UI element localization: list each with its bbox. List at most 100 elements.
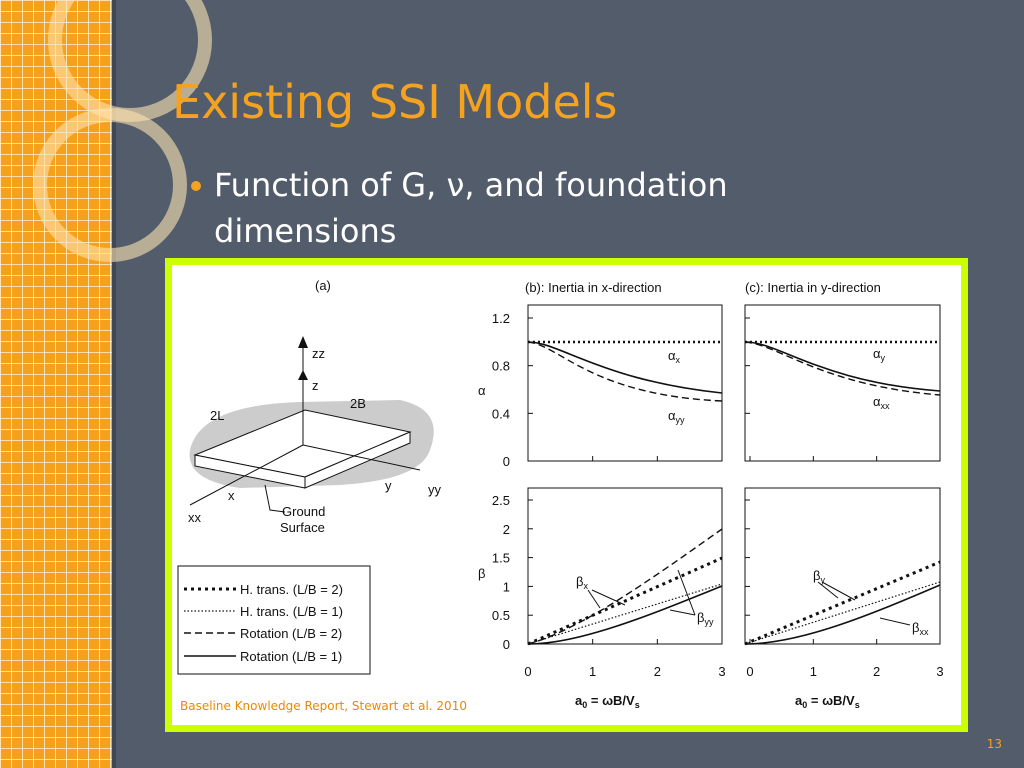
curve [744, 581, 941, 645]
legend-text: H. trans. (L/B = 1) [240, 604, 343, 619]
curve-label-symbol: α [668, 408, 676, 423]
x-tick-label: 2 [873, 664, 880, 679]
curve-label-sub: yy [676, 415, 686, 425]
x-label-part: = ωB/V [807, 693, 855, 708]
curve-label-sub: x [676, 355, 681, 365]
bullet: Function of G, ν, and foundation dimensi… [214, 166, 728, 250]
x-label-part: 0 [582, 700, 587, 710]
decor-strip [0, 0, 112, 768]
x-tick-label: 3 [936, 664, 943, 679]
curve-label-symbol: β [912, 620, 919, 635]
x-label-part: a [575, 693, 583, 708]
x-label-part: a [795, 693, 803, 708]
curve-label-symbol: β [813, 568, 820, 583]
plate-side [304, 431, 411, 489]
legend-text: Rotation (L/B = 2) [240, 626, 342, 641]
y-tick-label: 0 [503, 637, 510, 652]
bullet-dot [191, 181, 201, 191]
curve [527, 341, 723, 402]
slide-title: Existing SSI Models [172, 75, 618, 129]
curve-label-symbol: β [576, 574, 583, 589]
label: y [385, 478, 392, 493]
bullet-box: Function of G, ν, and foundation dimensi… [214, 166, 728, 250]
y-tick-label: 1.2 [492, 311, 510, 326]
legend-text: Rotation (L/B = 1) [240, 649, 342, 664]
arrow [298, 336, 308, 380]
curve-label-symbol: α [873, 394, 881, 409]
x-label-part: = ωB/V [587, 693, 635, 708]
leader [264, 484, 286, 513]
label: xx [188, 510, 202, 525]
figure-content: (a) zz z 2B 2L y yy x xx Ground Surface … [177, 278, 944, 710]
page-number: 13 [987, 737, 1002, 751]
panel-label: (a) [315, 278, 331, 293]
x-label-part: s [635, 700, 640, 710]
y-tick-label: 1 [503, 579, 510, 594]
plot-frame [744, 304, 941, 462]
axis-label: β [478, 566, 485, 581]
curve-label-sub: y [881, 353, 886, 363]
label: x [228, 488, 235, 503]
curve-label-symbol: α [873, 346, 881, 361]
y-tick-label: 1.5 [492, 551, 510, 566]
x-tick-label: 3 [718, 664, 725, 679]
curve [527, 585, 723, 645]
curve-label-sub: y [820, 575, 825, 585]
curve [744, 341, 941, 392]
y-tick-label: 0.8 [492, 359, 510, 374]
curve-label-symbol: α [668, 348, 676, 363]
curve-label: αx [668, 348, 681, 365]
curve-label: βy [813, 568, 825, 585]
label: z [312, 378, 319, 393]
leader [587, 569, 911, 626]
axis-label: α [478, 383, 486, 398]
x-tick-label: 1 [589, 664, 596, 679]
label: Ground [282, 504, 325, 519]
caption: Baseline Knowledge Report, Stewart et al… [180, 699, 467, 713]
label: Surface [280, 520, 325, 535]
x-axis-label: a0 = ωB/Vs [795, 693, 860, 710]
curve [527, 583, 723, 645]
label: zz [312, 346, 325, 361]
label: 2B [350, 396, 366, 411]
x-label-part: s [855, 700, 860, 710]
y-tick-label: 0.4 [492, 406, 510, 421]
curve-label-sub: x [583, 581, 588, 591]
label: 2L [210, 408, 224, 423]
y-tick-label: 0 [503, 454, 510, 469]
curve-label: βx [576, 574, 588, 591]
y-tick-label: 2.5 [492, 493, 510, 508]
legend-text: H. trans. (L/B = 2) [240, 582, 343, 597]
curve [744, 560, 941, 646]
curve-label: αyy [668, 408, 685, 425]
plot-frame [527, 487, 723, 645]
curve-label: αy [873, 346, 886, 363]
curve-label: αxx [873, 394, 890, 411]
curve [744, 341, 941, 396]
x-tick-label: 1 [810, 664, 817, 679]
decor-edge [112, 0, 116, 768]
x-axis-label: a0 = ωB/Vs [575, 693, 640, 710]
curve [527, 341, 723, 394]
x-tick-label: 0 [746, 664, 753, 679]
x-label-part: 0 [802, 700, 807, 710]
curve-label-sub: xx [919, 627, 929, 637]
x-tick-label: 0 [524, 664, 531, 679]
plot-frame [527, 304, 723, 462]
decor-circle [33, 108, 187, 262]
panel-title: (c): Inertia in y-direction [745, 280, 881, 295]
curve-label-sub: yy [704, 617, 714, 627]
curve-label: βxx [912, 620, 929, 637]
y-tick-label: 2 [503, 522, 510, 537]
x-tick-label: 2 [654, 664, 661, 679]
curve-label: βyy [697, 610, 714, 627]
y-tick-label: 0.5 [492, 608, 510, 623]
curve [527, 528, 723, 645]
curve-label-sub: xx [881, 401, 891, 411]
plot-frame [744, 487, 941, 645]
panel-title: (b): Inertia in x-direction [525, 280, 662, 295]
axes [189, 340, 421, 506]
curve [527, 556, 723, 646]
